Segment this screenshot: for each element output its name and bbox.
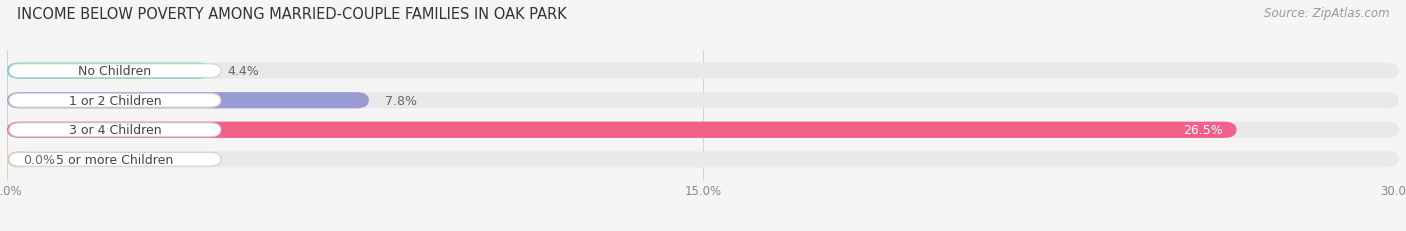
Text: 7.8%: 7.8% — [385, 94, 418, 107]
Text: 3 or 4 Children: 3 or 4 Children — [69, 124, 162, 137]
FancyBboxPatch shape — [7, 93, 368, 109]
FancyBboxPatch shape — [7, 93, 1399, 109]
Text: No Children: No Children — [79, 65, 152, 78]
Text: 0.0%: 0.0% — [24, 153, 55, 166]
FancyBboxPatch shape — [7, 63, 1399, 79]
Text: 4.4%: 4.4% — [228, 65, 259, 78]
FancyBboxPatch shape — [7, 122, 1237, 138]
FancyBboxPatch shape — [8, 94, 221, 108]
FancyBboxPatch shape — [8, 123, 221, 137]
FancyBboxPatch shape — [7, 63, 211, 79]
Text: 26.5%: 26.5% — [1182, 124, 1223, 137]
FancyBboxPatch shape — [8, 64, 221, 78]
Text: 1 or 2 Children: 1 or 2 Children — [69, 94, 162, 107]
Text: INCOME BELOW POVERTY AMONG MARRIED-COUPLE FAMILIES IN OAK PARK: INCOME BELOW POVERTY AMONG MARRIED-COUPL… — [17, 7, 567, 22]
FancyBboxPatch shape — [8, 153, 221, 167]
Text: 5 or more Children: 5 or more Children — [56, 153, 173, 166]
Text: Source: ZipAtlas.com: Source: ZipAtlas.com — [1264, 7, 1389, 20]
FancyBboxPatch shape — [7, 152, 32, 168]
FancyBboxPatch shape — [7, 152, 1399, 168]
FancyBboxPatch shape — [7, 122, 1399, 138]
